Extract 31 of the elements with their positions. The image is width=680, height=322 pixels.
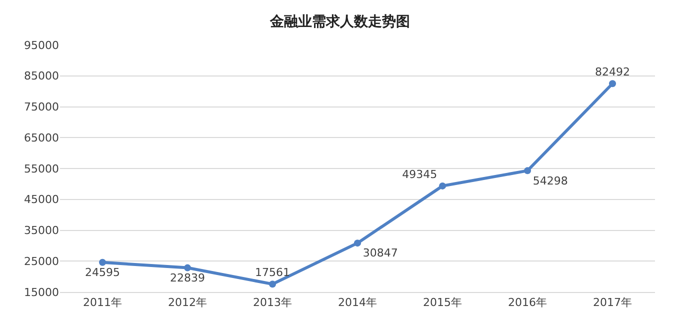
y-tick-label: 55000: [24, 162, 59, 176]
y-tick-label: 95000: [24, 38, 59, 52]
point: [99, 258, 106, 266]
y-tick-label: 85000: [24, 70, 59, 83]
y-tick-label: 65000: [24, 131, 59, 144]
data-label: 49345: [402, 168, 438, 181]
y-tick-label: 45000: [24, 193, 59, 206]
x-tick-label: 2016年: [508, 296, 547, 310]
x-tick-label: 2011年: [83, 296, 122, 310]
y-tick-label: 35000: [24, 224, 59, 238]
x-tick-label: 2014年: [338, 296, 377, 310]
data-label: 30847: [362, 246, 398, 260]
data-label: 54298: [532, 174, 568, 188]
point: [609, 80, 616, 88]
point: [184, 264, 191, 272]
chart-title: 金融业需求人数走势图: [269, 14, 410, 30]
x-tick-label: 2015年: [423, 296, 462, 310]
point: [269, 280, 276, 288]
data-label: 17561: [255, 266, 290, 279]
data-label: 82492: [595, 65, 630, 78]
y-tick-label: 75000: [24, 100, 59, 114]
y-tick-label: 25000: [24, 254, 59, 268]
point: [354, 240, 361, 247]
x-tick-label: 2013年: [253, 296, 292, 310]
data-label: 24595: [85, 266, 120, 280]
y-tick-label: 15000: [24, 286, 59, 299]
x-tick-label: 2017年: [593, 296, 632, 310]
data-label: 22839: [170, 271, 205, 284]
point: [524, 167, 531, 174]
x-tick-label: 2012年: [168, 296, 207, 310]
point: [439, 182, 446, 190]
